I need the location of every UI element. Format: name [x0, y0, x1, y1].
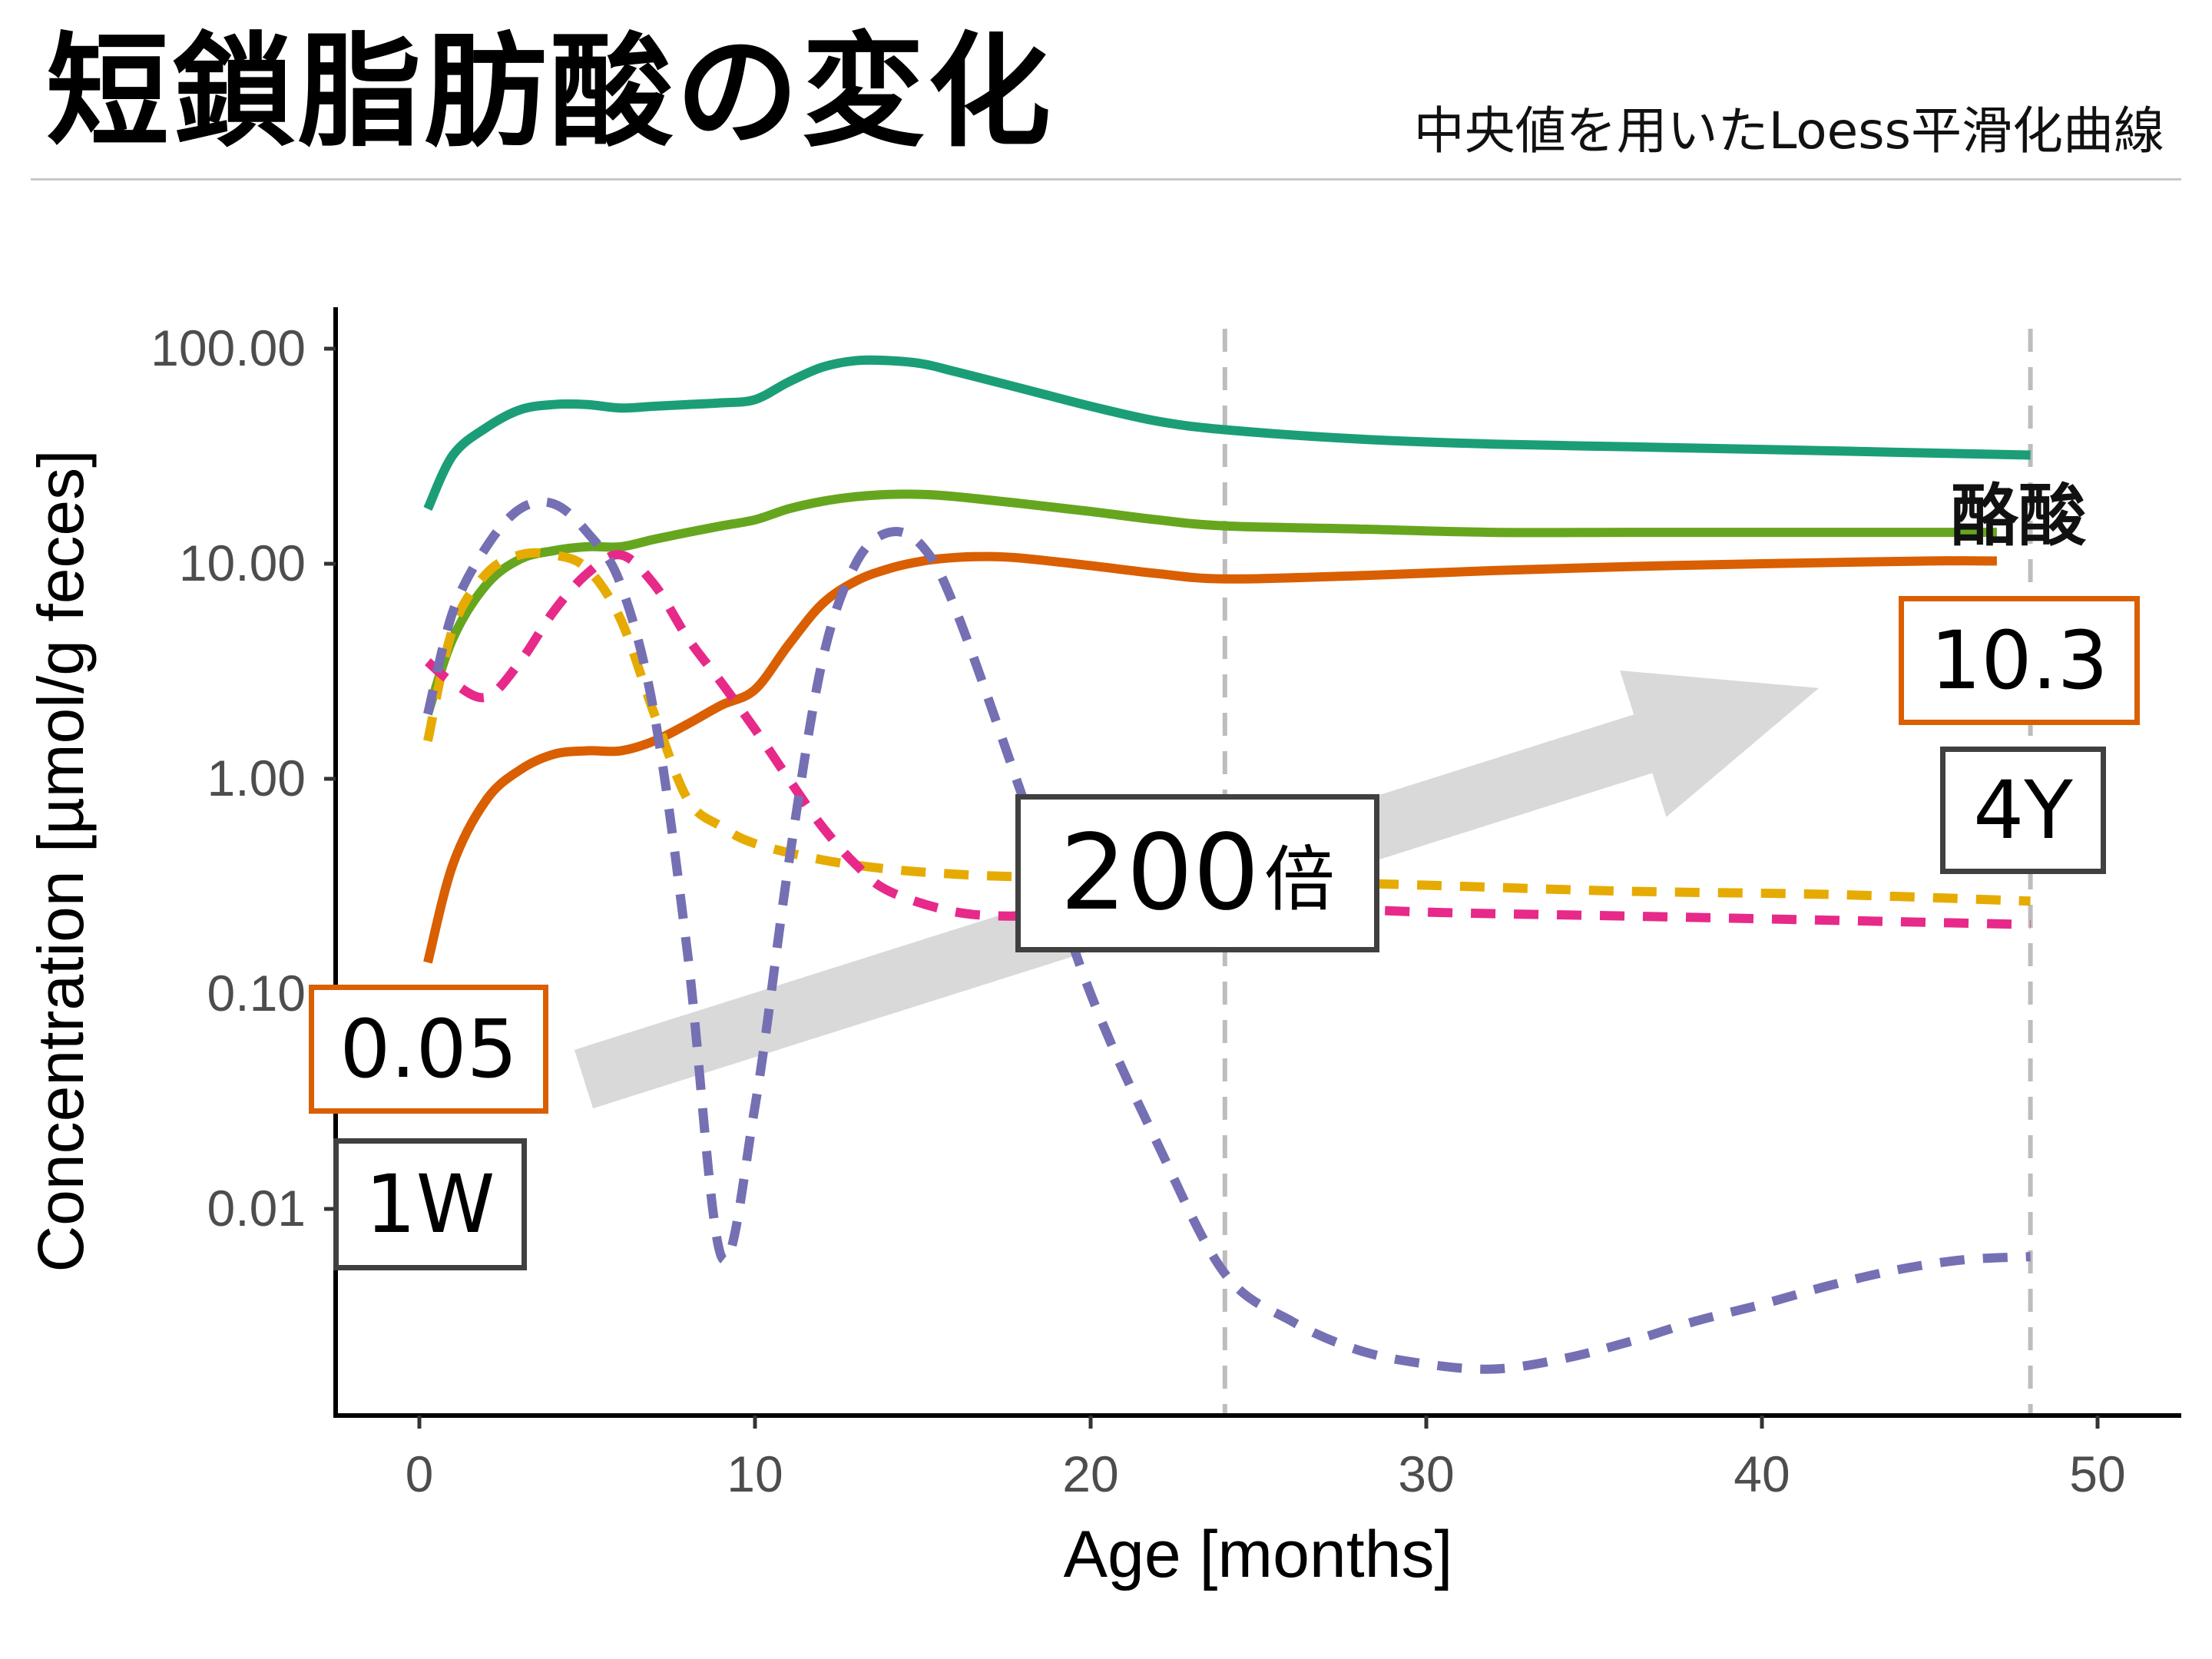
x-tick-label: 10 — [727, 1445, 783, 1502]
series-line-pink — [424, 550, 2031, 929]
y-axis-label: Concentration [µmol/g feces] — [25, 450, 97, 1273]
series-line-orange — [423, 551, 1997, 964]
y-tick-label: 0.01 — [207, 1180, 306, 1237]
x-tick-label: 0 — [406, 1445, 434, 1502]
x-tick-label: 20 — [1062, 1445, 1118, 1502]
series-lines — [423, 355, 2031, 1374]
page-title: 短鎖脂肪酸の変化 — [46, 20, 1055, 164]
y-tick-label: 100.00 — [151, 320, 306, 376]
series-line-purple — [423, 497, 2031, 1374]
y-tick-label: 10.00 — [179, 535, 306, 591]
fold-change-number: 200 — [1060, 813, 1260, 934]
start-age-text: 1W — [365, 1157, 495, 1251]
y-tick-label: 0.10 — [207, 965, 306, 1022]
x-tick-label: 50 — [2069, 1445, 2125, 1502]
fold-change-unit: 倍 — [1263, 838, 1335, 921]
end-value-text: 10.3 — [1930, 614, 2108, 707]
y-tick-label: 1.00 — [207, 750, 306, 806]
end-age-box: 4Y — [1940, 747, 2106, 874]
x-axis-label: Age [months] — [1064, 1518, 1453, 1591]
start-value-box: 0.05 — [309, 985, 548, 1114]
start-value-text: 0.05 — [339, 1002, 518, 1096]
start-age-box: 1W — [333, 1138, 527, 1270]
tick-marks: 0.01 0.10 1.00 10.00 100.00 0 10 20 30 40 50 — [151, 320, 2126, 1502]
x-tick-label: 30 — [1398, 1445, 1454, 1502]
page-subtitle: 中央値を用いたLoess平滑化曲線 — [1413, 101, 2164, 161]
end-value-box: 10.3 — [1899, 596, 2140, 725]
series-line-teal — [423, 355, 2031, 512]
end-age-text: 4Y — [1973, 763, 2073, 857]
fold-change-box: 200 倍 — [1015, 794, 1379, 952]
butyrate-series-label: 酪酸 — [1951, 476, 2087, 555]
x-tick-label: 40 — [1734, 1445, 1790, 1502]
title-divider — [31, 178, 2181, 180]
series-line-green — [423, 489, 1997, 716]
